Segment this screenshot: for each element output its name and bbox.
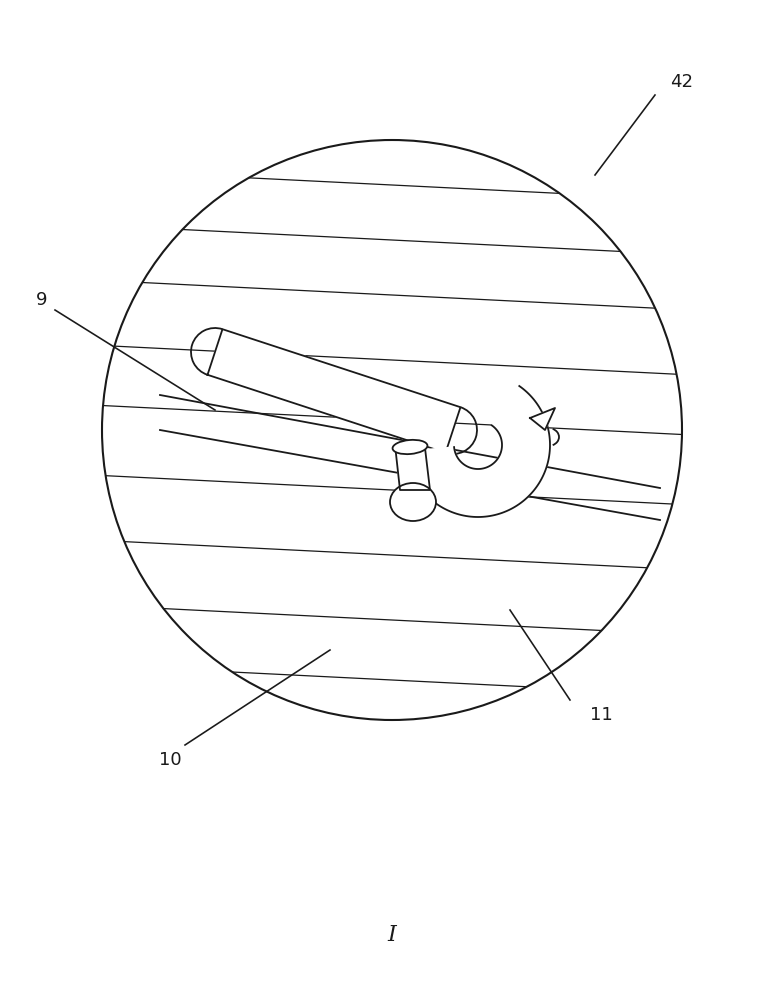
Text: I: I	[387, 924, 397, 946]
Text: 9: 9	[36, 291, 48, 309]
Text: 10: 10	[158, 751, 181, 769]
Polygon shape	[208, 329, 460, 453]
Polygon shape	[530, 408, 555, 430]
Ellipse shape	[393, 440, 427, 454]
Text: 42: 42	[670, 73, 693, 91]
Text: 11: 11	[590, 706, 613, 724]
Ellipse shape	[390, 483, 436, 521]
Polygon shape	[406, 386, 550, 517]
Polygon shape	[395, 445, 430, 490]
